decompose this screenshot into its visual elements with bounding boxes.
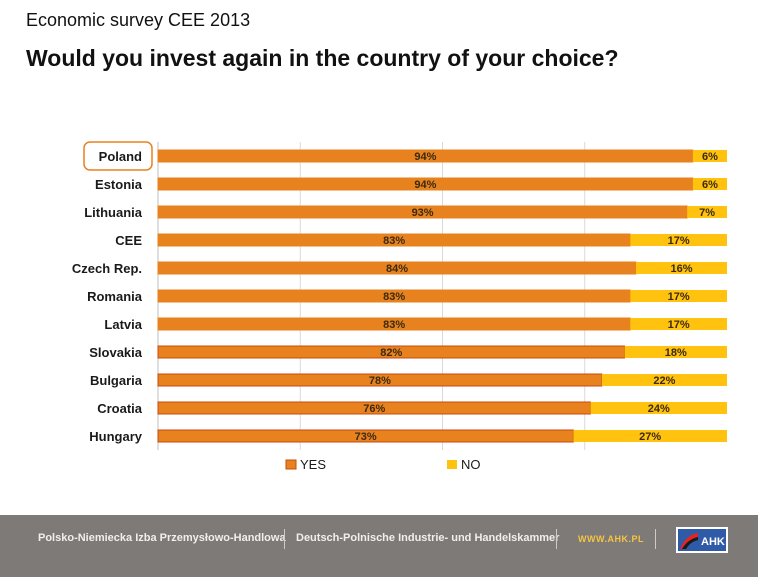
category-label: Latvia <box>104 317 142 332</box>
data-label-no: 17% <box>668 319 690 331</box>
survey-label: Economic survey CEE 2013 <box>26 10 251 30</box>
footer-org-polish: Polsko-Niemiecka Izba Przemysłowo-Handlo… <box>38 532 286 544</box>
bar-no <box>601 374 727 386</box>
footer-divider <box>284 529 285 549</box>
stacked-bar-chart: 94% 6% Poland 94% 6% Estonia 93% 7% Lithuania 83%… <box>72 141 727 472</box>
bar-no <box>630 318 727 330</box>
highlight-box <box>83 141 153 171</box>
category-label: Lithuania <box>84 205 143 220</box>
data-label-no: 24% <box>648 403 670 415</box>
category-label: Poland <box>99 149 142 164</box>
data-label-yes: 93% <box>412 207 434 219</box>
data-label-no: 17% <box>668 291 690 303</box>
data-label-no: 18% <box>665 347 687 359</box>
footer-org-german: Deutsch-Polnische Industrie- und Handels… <box>296 532 560 544</box>
bar-no <box>624 346 727 358</box>
category-label: Bulgaria <box>90 373 143 388</box>
data-label-yes: 73% <box>355 431 377 443</box>
ahk-logo: AHK <box>676 527 728 553</box>
data-label-yes: 76% <box>363 403 385 415</box>
footer-url[interactable]: WWW.AHK.PL <box>578 534 644 544</box>
data-label-yes: 84% <box>386 263 408 275</box>
bar-no <box>573 430 727 442</box>
footer-bar: Polsko-Niemiecka Izba Przemysłowo-Handlo… <box>0 515 758 577</box>
category-label: Slovakia <box>89 345 143 360</box>
category-label: Croatia <box>97 401 143 416</box>
data-label-no: 17% <box>668 235 690 247</box>
data-label-no: 6% <box>702 179 718 191</box>
bar-yes <box>157 345 626 359</box>
svg-text:AHK: AHK <box>701 536 725 548</box>
legend-label-yes: YES <box>300 457 326 472</box>
bar-no <box>590 402 727 414</box>
footer-divider <box>556 529 557 549</box>
data-label-no: 22% <box>653 375 675 387</box>
category-label: CEE <box>115 233 142 248</box>
data-label-yes: 83% <box>383 235 405 247</box>
data-label-yes: 94% <box>414 151 436 163</box>
data-label-yes: 94% <box>414 179 436 191</box>
bar-no <box>630 290 727 302</box>
category-label: Romania <box>87 289 143 304</box>
data-label-yes: 83% <box>383 319 405 331</box>
legend-label-no: NO <box>461 457 481 472</box>
data-label-yes: 82% <box>380 347 402 359</box>
data-label-yes: 78% <box>369 375 391 387</box>
data-label-no: 6% <box>702 151 718 163</box>
chart-question: Would you invest again in the country of… <box>26 45 619 71</box>
data-label-yes: 83% <box>383 291 405 303</box>
category-label: Hungary <box>89 429 143 444</box>
category-label: Estonia <box>95 177 143 192</box>
data-label-no: 27% <box>639 431 661 443</box>
category-label: Czech Rep. <box>72 261 142 276</box>
legend-swatch-no <box>447 460 457 469</box>
bar-yes <box>157 261 637 275</box>
data-label-no: 7% <box>699 207 715 219</box>
bar-no <box>692 150 727 162</box>
bar-no <box>687 206 727 218</box>
bar-no <box>630 234 727 246</box>
data-label-no: 16% <box>670 263 692 275</box>
bar-no <box>692 178 727 190</box>
footer-divider <box>655 529 656 549</box>
legend-swatch-yes <box>285 459 297 470</box>
bar-no <box>635 262 727 274</box>
